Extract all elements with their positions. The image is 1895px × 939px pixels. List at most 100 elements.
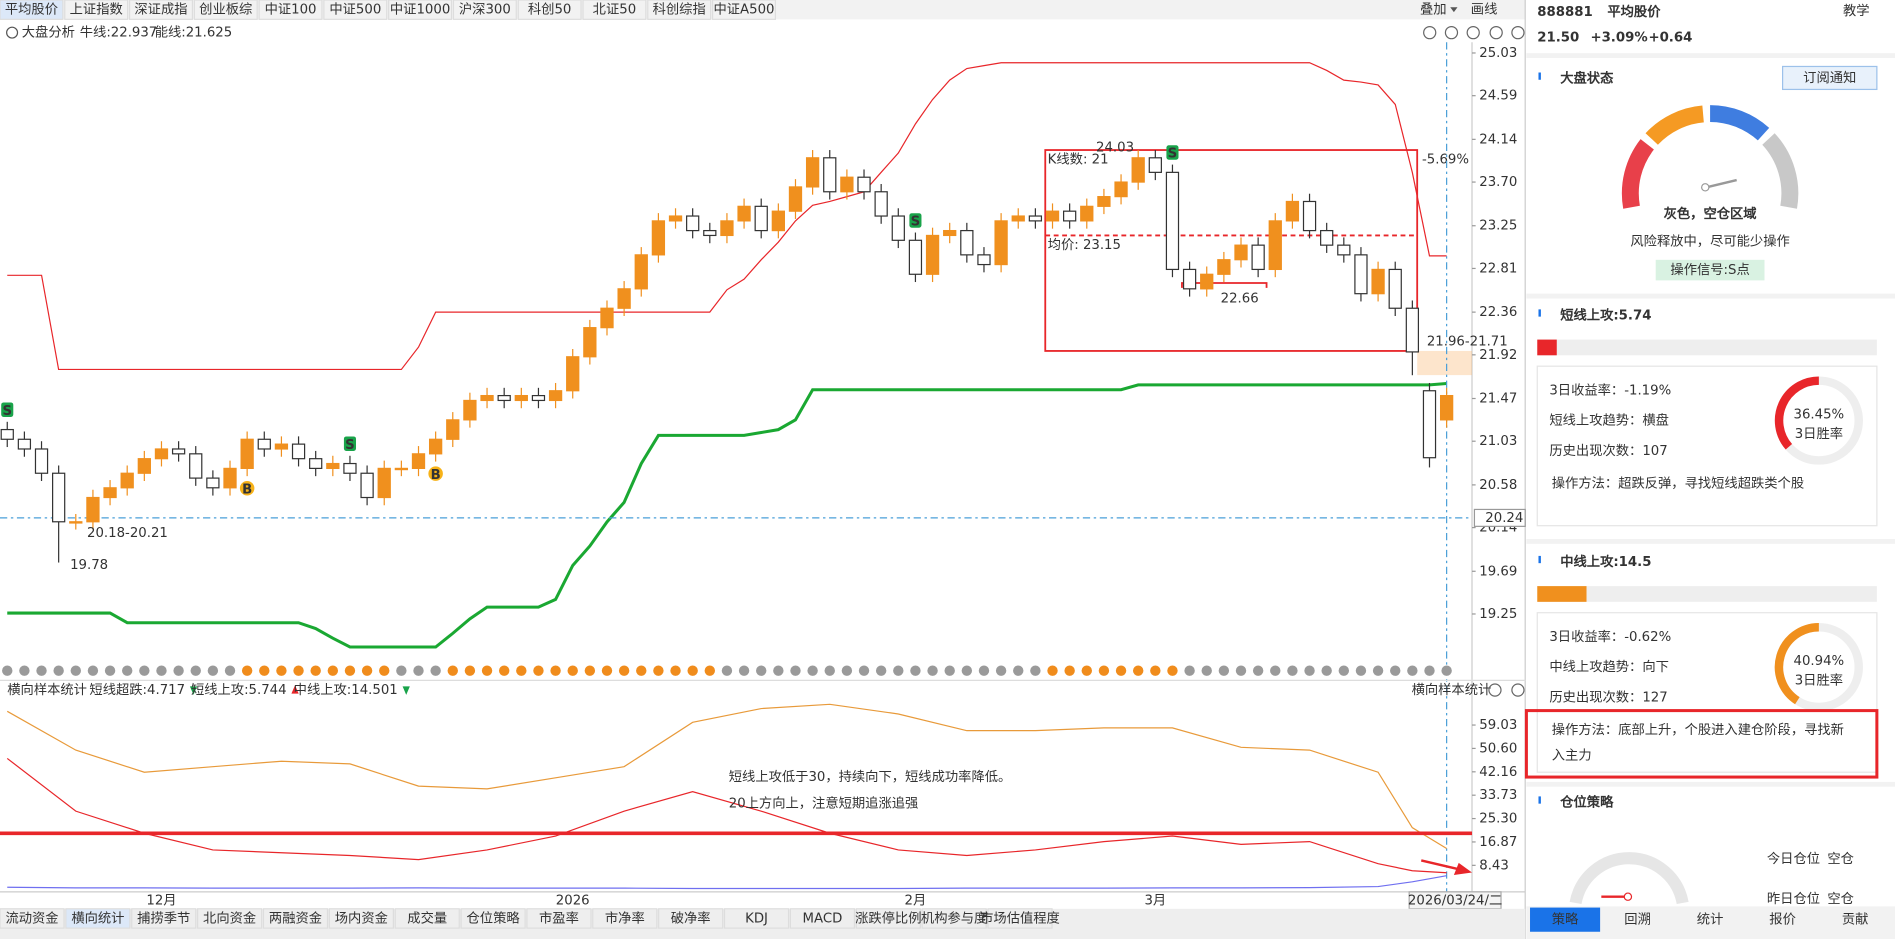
bottom-tab[interactable] [196,908,263,929]
chart-tool-icon[interactable] [1423,25,1437,40]
bottom-tab-label[interactable]: 破净率 [671,909,711,926]
side-tab-label[interactable]: 策略 [1552,911,1579,928]
bottom-tab[interactable] [526,908,592,929]
side-tab-label[interactable]: 统计 [1697,912,1724,928]
tab[interactable] [64,0,129,20]
bottom-tab[interactable] [460,908,526,929]
tab[interactable] [128,0,194,20]
section-gap [1526,293,1895,299]
tab[interactable] [323,0,388,20]
side-tab-label[interactable]: 回溯 [1624,912,1651,928]
bottom-tab[interactable] [723,908,790,929]
bottom-tab[interactable] [592,908,658,929]
candle-body [171,448,186,455]
analysis-label[interactable]: 大盘分析 [22,24,75,41]
tab[interactable] [193,0,258,20]
bottom-tab-label[interactable]: MACD [803,911,843,926]
tab[interactable] [388,0,453,20]
tab-label[interactable]: 上证指数 [70,2,123,18]
tab[interactable] [711,0,777,20]
candle-body [154,448,169,460]
chart-tool-icon[interactable] [1511,25,1525,40]
bottom-tab-label[interactable]: 北向资金 [203,910,256,926]
side-tab[interactable] [1820,907,1891,932]
bottom-tab[interactable] [658,908,724,929]
candle-body [69,521,83,524]
method-text: 操作方法：超跌反弹，寻找短线超跌类个股 [1552,475,1804,491]
tab[interactable] [647,0,712,20]
bottom-tab[interactable] [65,908,131,929]
bottom-tab[interactable] [328,908,394,929]
tab[interactable] [517,0,582,20]
subscribe-button[interactable] [1782,65,1878,91]
bottom-tab-label[interactable]: 机构参与度 [921,909,987,926]
bottom-tab[interactable] [855,908,921,929]
tab-label[interactable]: 科创综指 [653,2,706,18]
overlay-button[interactable]: 叠加 [1420,2,1447,18]
bottom-tab-label[interactable]: 场内资金 [335,910,388,926]
cursor-label: 20.24 [1485,511,1523,526]
tab[interactable] [452,0,517,20]
help-link[interactable]: 教学 [1843,3,1870,19]
chart-tool-icon[interactable] [1444,25,1459,40]
bottom-tab-label[interactable]: 市净率 [605,909,645,926]
side-tab[interactable] [1530,907,1601,932]
signal-dot [567,665,578,676]
chart-tool-icon[interactable] [1489,25,1503,40]
bottom-tab-label[interactable]: 仓位策略 [467,909,521,926]
draw-button[interactable]: 画线 [1471,2,1498,18]
analysis-icon[interactable] [6,26,19,39]
tab[interactable] [582,0,647,20]
tab-label[interactable]: 中证1000 [390,2,450,18]
bottom-tab-label[interactable]: 市盈率 [539,909,579,926]
bottom-tab[interactable] [921,908,987,929]
bottom-tab-label[interactable]: 成交量 [407,909,447,926]
tab-label[interactable]: 创业板综 [199,2,252,18]
side-tab[interactable] [1602,907,1673,932]
bottom-tab-label[interactable]: 涨跌停比例 [855,909,921,926]
candle-body [1234,244,1248,261]
tab[interactable] [0,0,64,20]
legend-energy: 能线:21.625 [155,25,233,41]
side-tab-label[interactable]: 报价 [1769,912,1796,928]
bottom-tab-label[interactable]: 两融资金 [269,910,322,926]
candle-body [1405,307,1420,353]
bottom-tab-label[interactable]: 横向统计 [71,910,124,926]
bottom-tab-label[interactable]: 流动资金 [5,910,58,926]
legend-bull: 牛线:22.937 [80,25,158,41]
signal-dot [670,665,681,676]
panel-tool-icon[interactable] [1488,683,1502,697]
bottom-tab-label[interactable]: KDJ [745,911,768,926]
tab-label[interactable]: 平均股价 [5,2,58,18]
signal-dot [1355,665,1367,676]
range-box [1044,149,1419,352]
chart-tool-icon[interactable] [1466,25,1480,40]
candle-body [805,157,820,188]
tab-label[interactable]: 深证成指 [134,2,187,18]
side-tab[interactable] [1747,907,1818,932]
subscribe-label[interactable]: 订阅通知 [1803,69,1856,86]
tab-label[interactable]: 中证100 [265,2,317,18]
candle-body [771,210,785,232]
candle-body [291,443,306,460]
side-tab[interactable] [1675,907,1746,932]
signal-dot [481,665,493,676]
bottom-tab[interactable] [789,908,856,929]
tab-label[interactable]: 中证500 [329,2,381,18]
bottom-tab[interactable] [394,908,460,929]
bottom-tab-label[interactable]: 捕捞季节 [137,910,190,926]
tab-label[interactable]: 中证A500 [713,2,774,18]
side-tab-label[interactable]: 贡献 [1842,912,1869,928]
bottom-tab[interactable] [0,908,65,929]
tab-label[interactable]: 北证50 [593,2,636,18]
tab-label[interactable]: 沪深300 [459,2,511,18]
candle-body [1200,273,1214,290]
tab-label[interactable]: 科创50 [528,2,571,18]
panel-tool-icon[interactable] [1511,683,1525,697]
bottom-tab[interactable] [987,908,1053,929]
bottom-tab[interactable] [131,908,197,929]
bottom-tab[interactable] [262,908,329,929]
tab[interactable] [258,0,323,20]
bottom-tab-label[interactable]: 市场估值程度 [980,909,1060,926]
signal-dot [1390,665,1401,676]
